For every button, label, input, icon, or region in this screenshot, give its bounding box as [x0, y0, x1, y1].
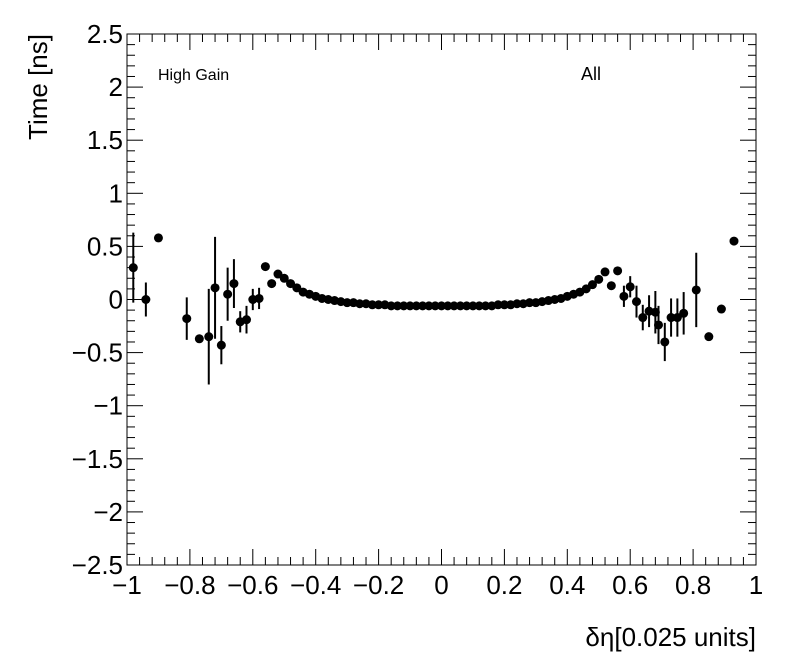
x-tick-label: 0.8: [675, 570, 711, 600]
data-point: [729, 236, 739, 246]
data-point: [242, 315, 252, 325]
data-point: [619, 291, 629, 301]
y-tick-labels: −2.5 −2 −1.5 −1 −0.5 0 0.5 1 1.5 2 2.5: [72, 19, 123, 580]
data-point: [292, 283, 302, 293]
data-point: [405, 301, 415, 311]
y-tick-label: 2: [109, 72, 123, 102]
data-point: [273, 269, 283, 279]
y-tick-label: −2.5: [72, 550, 123, 580]
data-point: [279, 273, 289, 283]
data-point: [474, 301, 484, 311]
x-tick-label: −0.2: [353, 570, 404, 600]
data-point: [386, 301, 396, 311]
data-point: [342, 298, 352, 308]
data-point: [704, 332, 714, 342]
data-point: [153, 233, 163, 243]
data-point: [399, 301, 409, 311]
data-point: [443, 301, 453, 311]
data-point: [493, 300, 503, 310]
y-tick-label: 0: [109, 285, 123, 315]
data-point: [691, 285, 701, 295]
y-tick-label: −1.5: [72, 444, 123, 474]
data-point: [650, 307, 660, 317]
y-tick-label: 0.5: [87, 231, 123, 261]
data-point: [194, 334, 204, 344]
data-point: [437, 301, 446, 311]
x-axis-title: δη[0.025 units]: [585, 622, 756, 652]
data-point: [660, 337, 670, 347]
data-point: [654, 320, 664, 330]
data-point: [216, 340, 226, 350]
data-point: [462, 301, 472, 311]
x-tick-label: 0.6: [612, 570, 648, 600]
axis-ticks: [126, 33, 757, 566]
x-tick-labels: −1 −0.8 −0.6 −0.4 −0.2 0 0.2 0.4 0.6 0.8 1: [112, 570, 763, 600]
plot-frame: [126, 33, 757, 566]
y-axis-title: Time [ns]: [23, 34, 53, 140]
data-point: [625, 282, 635, 292]
data-point: [210, 283, 220, 293]
data-point: [260, 262, 270, 272]
data-point: [594, 274, 604, 284]
data-points: [128, 233, 739, 350]
data-point: [229, 279, 239, 289]
data-point: [481, 301, 491, 311]
data-point: [666, 313, 676, 323]
data-point: [418, 301, 428, 311]
x-tick-label: −1: [112, 570, 142, 600]
data-point: [613, 266, 623, 276]
y-tick-label: −1: [93, 391, 123, 421]
data-point: [449, 301, 459, 311]
data-point: [581, 284, 591, 294]
data-point: [424, 301, 434, 311]
data-point: [374, 300, 384, 310]
data-point: [679, 308, 689, 318]
annotation-high-gain: High Gain: [158, 67, 229, 84]
x-tick-label: 1: [749, 570, 763, 600]
data-point: [204, 332, 214, 342]
data-point: [638, 313, 648, 323]
data-point: [631, 297, 641, 307]
data-point: [392, 301, 402, 311]
data-point: [254, 293, 264, 303]
data-point: [367, 300, 377, 310]
data-point: [286, 279, 296, 289]
annotation-all: All: [581, 64, 601, 84]
data-point: [430, 301, 440, 311]
data-point: [587, 280, 597, 290]
data-point: [267, 279, 277, 289]
data-point: [512, 299, 522, 309]
data-point: [411, 301, 421, 311]
x-tick-label: −0.8: [164, 570, 215, 600]
x-tick-label: −0.4: [290, 570, 341, 600]
x-tick-label: 0.4: [549, 570, 585, 600]
data-point: [182, 314, 192, 324]
x-tick-label: −0.6: [227, 570, 278, 600]
y-tick-label: 1: [109, 178, 123, 208]
y-tick-label: 2.5: [87, 19, 123, 49]
y-tick-label: −0.5: [72, 338, 123, 368]
y-tick-label: −2: [93, 497, 123, 527]
data-point: [606, 281, 616, 291]
data-point: [455, 301, 465, 311]
data-point: [355, 299, 365, 309]
data-point: [716, 304, 726, 314]
data-point: [600, 267, 610, 277]
data-point: [128, 263, 138, 273]
x-tick-label: 0.2: [486, 570, 522, 600]
data-point: [499, 300, 509, 310]
data-point: [141, 295, 151, 304]
data-point: [672, 313, 682, 323]
data-point: [223, 289, 233, 299]
data-point: [525, 298, 535, 308]
data-point: [468, 301, 478, 311]
x-tick-label: 0: [434, 570, 448, 600]
y-tick-label: 1.5: [87, 125, 123, 155]
